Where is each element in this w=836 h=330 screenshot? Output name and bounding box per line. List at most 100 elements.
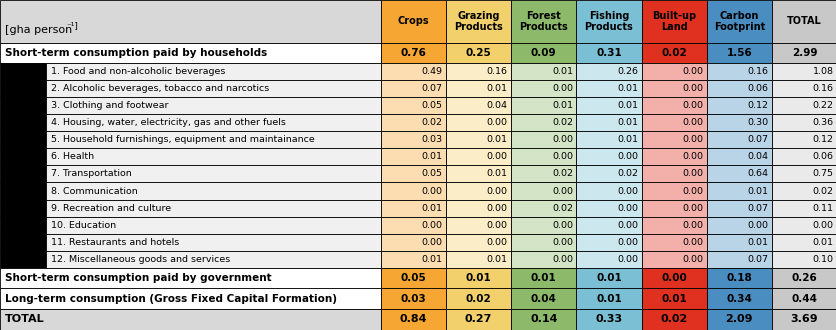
Text: 0.01: 0.01: [747, 238, 767, 247]
Text: 0.03: 0.03: [400, 294, 426, 304]
Text: 0.00: 0.00: [812, 220, 833, 230]
Text: 0.02: 0.02: [660, 48, 686, 58]
Text: 3. Clothing and footwear: 3. Clothing and footwear: [51, 101, 168, 110]
Bar: [640, 251, 706, 268]
Text: 0.07: 0.07: [421, 84, 442, 93]
Text: 0.00: 0.00: [487, 220, 507, 230]
Bar: [380, 288, 446, 309]
Text: 0.36: 0.36: [812, 118, 833, 127]
Text: 1. Food and non-alcoholic beverages: 1. Food and non-alcoholic beverages: [51, 67, 225, 76]
Text: 0.01: 0.01: [465, 273, 491, 283]
Bar: [446, 200, 511, 216]
Bar: [511, 216, 576, 234]
Bar: [771, 114, 836, 131]
Text: 2.99: 2.99: [791, 48, 816, 58]
Bar: [706, 0, 771, 43]
Bar: [511, 234, 576, 251]
Bar: [706, 182, 771, 200]
Bar: [380, 131, 446, 148]
Text: 7. Transportation: 7. Transportation: [51, 170, 131, 179]
Text: 0.01: 0.01: [487, 135, 507, 145]
Bar: [576, 131, 640, 148]
Bar: [0, 182, 46, 200]
Bar: [446, 234, 511, 251]
Bar: [576, 97, 640, 114]
Bar: [640, 63, 706, 80]
Text: 0.02: 0.02: [551, 118, 573, 127]
Bar: [0, 63, 46, 80]
Text: 0.05: 0.05: [400, 273, 426, 283]
Text: 0.26: 0.26: [616, 67, 637, 76]
Bar: [706, 114, 771, 131]
Bar: [576, 251, 640, 268]
Text: 0.00: 0.00: [681, 84, 702, 93]
Bar: [771, 268, 836, 288]
Bar: [380, 234, 446, 251]
Text: 0.16: 0.16: [747, 67, 767, 76]
Text: 0.00: 0.00: [747, 220, 767, 230]
Bar: [771, 131, 836, 148]
Text: 0.34: 0.34: [726, 294, 752, 304]
Bar: [0, 288, 380, 309]
Bar: [380, 216, 446, 234]
Text: 0.00: 0.00: [681, 186, 702, 195]
Bar: [706, 288, 771, 309]
Bar: [0, 216, 46, 234]
Text: 0.00: 0.00: [421, 186, 442, 195]
Text: 0.26: 0.26: [791, 273, 816, 283]
Text: 0.07: 0.07: [747, 135, 767, 145]
Text: TOTAL: TOTAL: [786, 16, 821, 26]
Text: 0.00: 0.00: [616, 238, 637, 247]
Text: Short-term consumption paid by government: Short-term consumption paid by governmen…: [5, 273, 272, 283]
Bar: [46, 251, 380, 268]
Bar: [46, 114, 380, 131]
Text: 0.00: 0.00: [616, 152, 637, 161]
Text: 0.00: 0.00: [616, 220, 637, 230]
Bar: [511, 309, 576, 330]
Bar: [706, 165, 771, 182]
Text: 0.33: 0.33: [594, 314, 622, 324]
Text: 0.31: 0.31: [595, 48, 621, 58]
Bar: [511, 148, 576, 165]
Bar: [511, 97, 576, 114]
Text: 0.00: 0.00: [551, 255, 573, 264]
Text: 0.00: 0.00: [681, 152, 702, 161]
Text: 5. Household furnishings, equipment and maintainance: 5. Household furnishings, equipment and …: [51, 135, 314, 145]
Text: 0.07: 0.07: [747, 255, 767, 264]
Bar: [576, 148, 640, 165]
Bar: [0, 97, 46, 114]
Bar: [640, 148, 706, 165]
Text: 0.10: 0.10: [812, 255, 833, 264]
Text: Crops: Crops: [397, 16, 429, 26]
Bar: [706, 268, 771, 288]
Text: 0.16: 0.16: [487, 67, 507, 76]
Text: 0.04: 0.04: [747, 152, 767, 161]
Bar: [0, 0, 380, 43]
Text: TOTAL: TOTAL: [5, 314, 44, 324]
Text: 0.01: 0.01: [616, 101, 637, 110]
Text: 10. Education: 10. Education: [51, 220, 116, 230]
Bar: [576, 309, 640, 330]
Bar: [0, 131, 46, 148]
Text: 0.01: 0.01: [747, 186, 767, 195]
Text: 0.01: 0.01: [616, 135, 637, 145]
Text: 0.44: 0.44: [791, 294, 817, 304]
Text: 0.27: 0.27: [464, 314, 492, 324]
Bar: [576, 268, 640, 288]
Bar: [511, 200, 576, 216]
Bar: [380, 200, 446, 216]
Bar: [576, 114, 640, 131]
Bar: [640, 216, 706, 234]
Bar: [46, 182, 380, 200]
Text: 0.49: 0.49: [421, 67, 442, 76]
Bar: [46, 80, 380, 97]
Bar: [46, 234, 380, 251]
Text: ⁻¹]: ⁻¹]: [66, 21, 78, 30]
Text: 0.00: 0.00: [681, 135, 702, 145]
Text: 0.02: 0.02: [616, 170, 637, 179]
Bar: [771, 309, 836, 330]
Text: 0.02: 0.02: [465, 294, 491, 304]
Bar: [576, 288, 640, 309]
Bar: [46, 165, 380, 182]
Bar: [640, 309, 706, 330]
